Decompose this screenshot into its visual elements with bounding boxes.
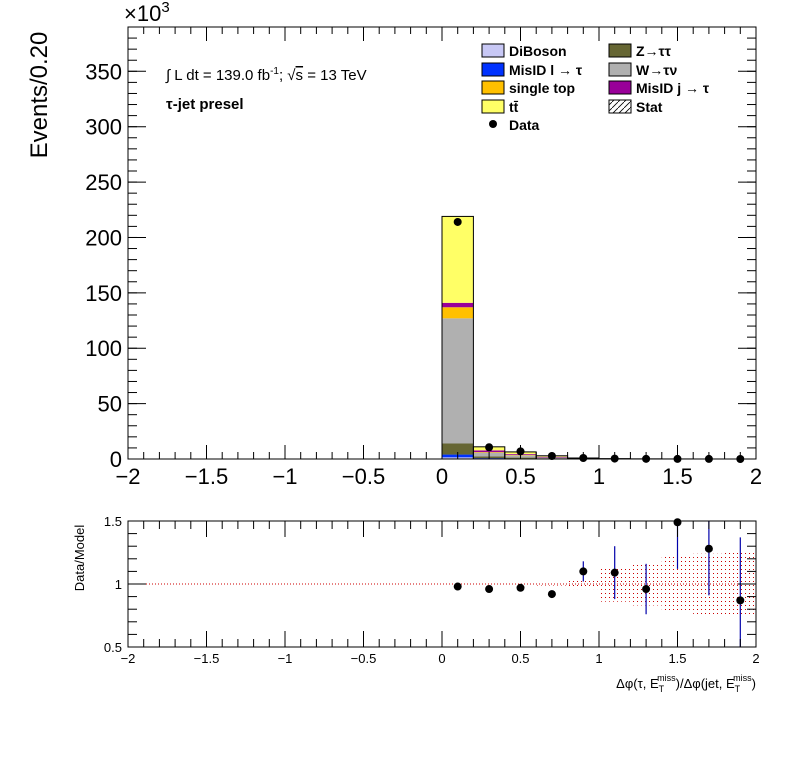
x-tick-label: −2	[115, 464, 140, 489]
x-tick-label: −1.5	[185, 464, 228, 489]
legend-label: MisID j → τ	[636, 80, 710, 96]
ratio-point	[579, 567, 588, 576]
bar-3-0	[442, 318, 474, 444]
y-tick-label: 100	[85, 336, 122, 361]
bar-6-0	[442, 216, 474, 303]
ratio-x-tick-label: −0.5	[351, 651, 377, 666]
ratio-points	[453, 518, 745, 647]
legend-label: W→τν	[636, 62, 677, 78]
bar-2-0	[442, 443, 474, 455]
bar-5-0	[442, 302, 474, 308]
ratio-x-tick-label: 2	[752, 651, 759, 666]
legend-swatch	[608, 80, 632, 95]
ratio-y-tick-label: 1.5	[104, 514, 122, 529]
y-tick-label: 250	[85, 170, 122, 195]
legend-swatch	[481, 99, 505, 114]
legend-label: Stat	[636, 99, 663, 115]
x-tick-label: −1	[272, 464, 297, 489]
ratio-x-tick-label: 1	[595, 651, 602, 666]
ratio-x-tick-label: 0.5	[511, 651, 529, 666]
ratio-y-axis-label: Data/Model	[72, 525, 87, 592]
legend-swatch	[481, 80, 505, 95]
stat-band-bin	[567, 578, 599, 590]
y-tick-label: 350	[85, 59, 122, 84]
data-point	[453, 217, 462, 226]
ratio-point	[516, 583, 525, 592]
legend-label: Z→ττ	[636, 43, 672, 59]
ratio-point	[485, 585, 494, 594]
data-point	[485, 443, 494, 452]
ratio-x-tick-label: 0	[438, 651, 445, 666]
ratio-x-tick-label: 1.5	[668, 651, 686, 666]
x-tick-label: 2	[750, 464, 762, 489]
legend-swatch-stat	[608, 99, 632, 114]
legend-swatch	[608, 62, 632, 77]
legend-label: DiBoson	[509, 43, 567, 59]
ratio-y-axis: 0.5 1 1.5	[104, 514, 756, 655]
x-tick-label: −0.5	[342, 464, 385, 489]
ratio-x-axis-label: Δφ(τ, ETmiss)/Δφ(jet, ETmiss)	[616, 673, 756, 694]
y-tick-label: 50	[98, 392, 122, 417]
stacked-histogram	[441, 215, 726, 460]
legend-swatch	[608, 43, 632, 58]
data-points	[453, 217, 745, 463]
main-x-axis: −2 −1.5 −1 −0.5 0 0.5 1 1.5 2	[115, 27, 762, 489]
main-y-axis-label: Events/0.20	[26, 32, 53, 159]
x-tick-label: 0	[436, 464, 448, 489]
legend-marker-data	[489, 120, 497, 128]
x-tick-label: 1.5	[662, 464, 693, 489]
ratio-point	[642, 585, 651, 594]
stat-band-bin	[473, 583, 505, 585]
lumi-annotation: ∫ L dt = 139.0 fb-1; √s = 13 TeV	[165, 66, 367, 84]
y-tick-label: 200	[85, 225, 122, 250]
region-annotation: τ-jet presel	[166, 96, 244, 113]
ratio-point	[453, 582, 462, 591]
ratio-point	[736, 596, 745, 605]
y-tick-label: 300	[85, 115, 122, 140]
main-plot: −2 −1.5 −1 −0.5 0 0.5 1 1.5 2 0 50 100 150 200 250 300…	[26, 0, 762, 489]
legend-swatch	[481, 43, 505, 58]
ratio-x-axis: −2 −1.5 −1 −0.5 0 0.5 1 1.5 2	[121, 521, 760, 666]
legend-label: MisID l → τ	[509, 62, 583, 78]
main-y-axis: 0 50 100 150 200 250 300 350	[85, 26, 756, 472]
ratio-point	[610, 568, 619, 577]
legend-label: single top	[509, 80, 575, 96]
bar-4-0	[442, 307, 474, 319]
legend: DiBoson MisID l → τ single top tt̄ Data Z→ττ W…	[481, 43, 710, 133]
legend-swatch	[481, 62, 505, 77]
ratio-plot: −2 −1.5 −1 −0.5 0 0.5 1 1.5 2 0.5 1 1.5 Data/Model…	[72, 514, 760, 694]
x-tick-label: 0.5	[505, 464, 536, 489]
y-multiplier: ×103	[124, 0, 170, 26]
ratio-point	[547, 590, 556, 599]
legend-label: Data	[509, 117, 540, 133]
ratio-x-tick-label: −2	[121, 651, 136, 666]
ratio-point	[704, 544, 713, 553]
ratio-x-tick-label: −1.5	[194, 651, 220, 666]
ratio-x-tick-label: −1	[278, 651, 293, 666]
y-tick-label: 150	[85, 281, 122, 306]
y-tick-label: 0	[110, 447, 122, 472]
legend-label: tt̄	[509, 99, 519, 115]
ratio-y-tick-label: 0.5	[104, 640, 122, 655]
x-tick-label: 1	[593, 464, 605, 489]
ratio-y-tick-label: 1	[115, 577, 122, 592]
